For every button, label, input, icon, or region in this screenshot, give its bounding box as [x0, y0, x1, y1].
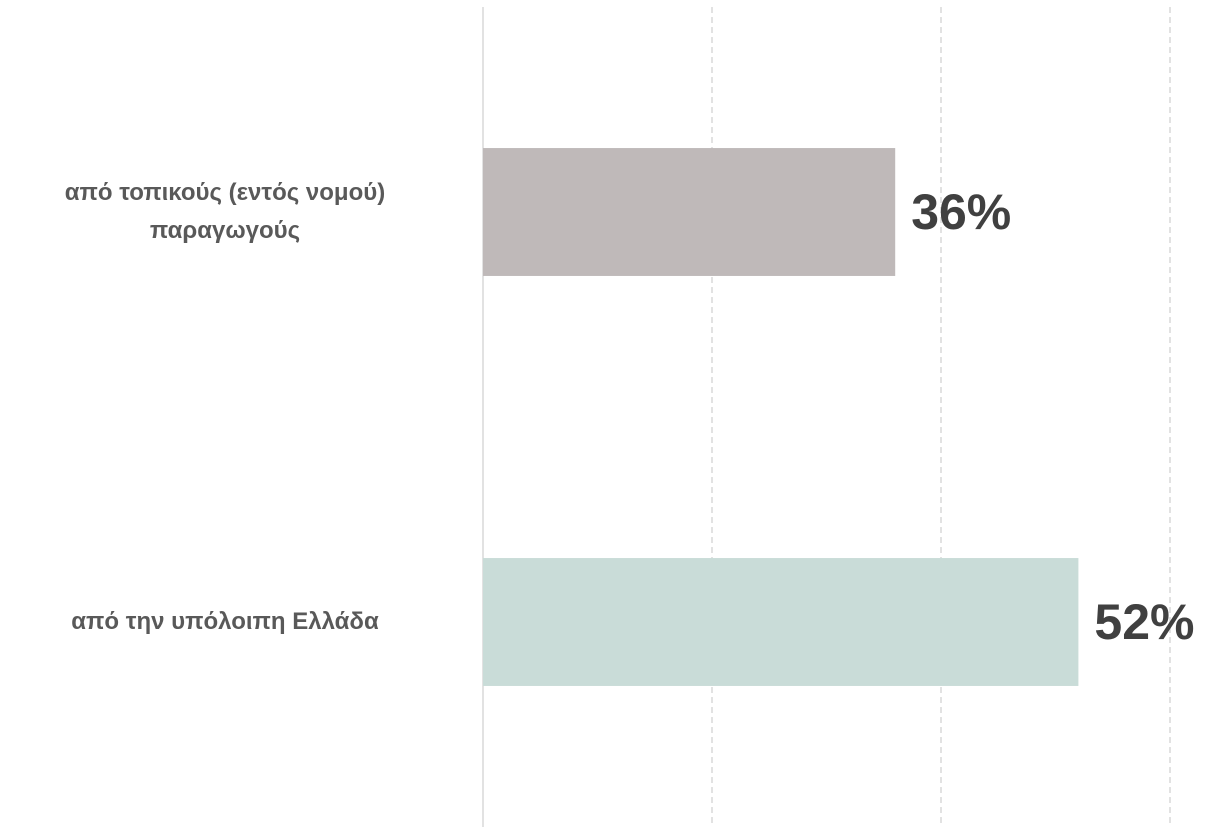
- bar: [483, 148, 896, 276]
- bar: [483, 558, 1079, 686]
- value-label: 52%: [1094, 594, 1194, 650]
- category-label: από την υπόλοιπη Ελλάδα: [71, 608, 379, 635]
- value-label: 36%: [911, 184, 1011, 240]
- category-label: από τοπικούς (εντός νομού) παραγωγούς: [64, 179, 386, 244]
